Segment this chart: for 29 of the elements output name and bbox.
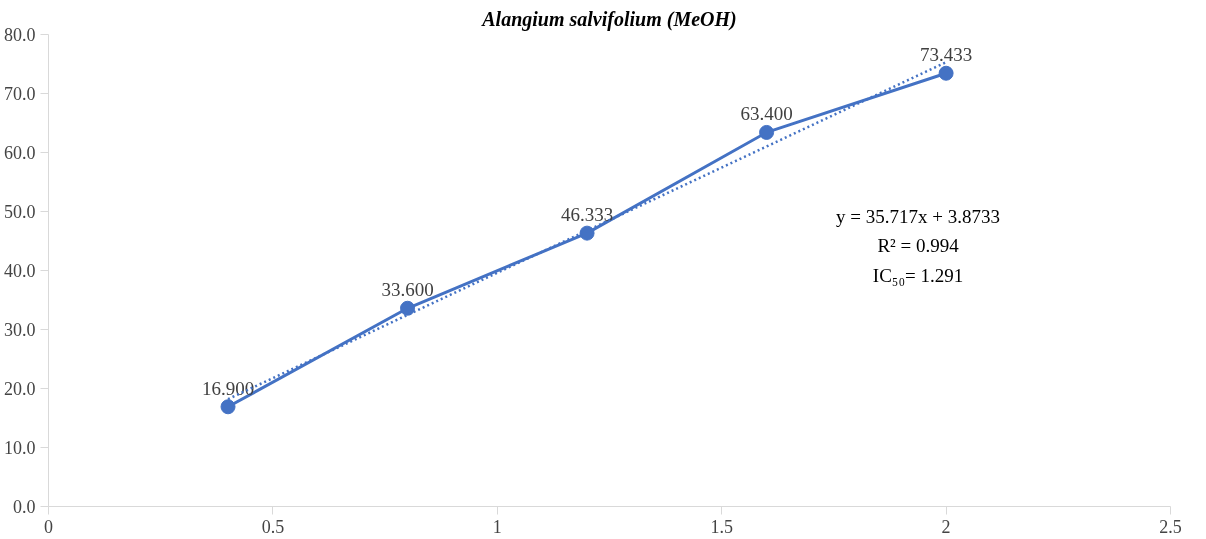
data-label: 63.400	[740, 103, 793, 125]
x-tick-label: 1	[492, 516, 502, 537]
x-tick-label: 0	[44, 516, 53, 537]
y-tick-label: 0.0	[13, 497, 36, 517]
x-tick-label: 2.5	[1159, 516, 1182, 537]
data-label: 33.600	[381, 279, 434, 301]
point	[938, 65, 954, 81]
y-tick-label: 30.0	[4, 320, 36, 340]
data-label: 46.333	[560, 204, 614, 226]
point	[759, 124, 775, 140]
point	[400, 300, 416, 316]
y-tick-label: 20.0	[4, 379, 36, 399]
annotation: IC₅₀= 1.291	[872, 264, 964, 286]
point	[220, 399, 236, 415]
x-tick-label: 0.5	[261, 516, 285, 537]
y-tick-label: 60.0	[4, 143, 36, 163]
y-tick-label: 70.0	[4, 84, 36, 104]
x-tick-label: 2	[941, 516, 951, 537]
annotation: y = 35.717x + 3.8733	[836, 205, 1001, 227]
annotation: R² = 0.994	[877, 235, 960, 257]
data-label: 16.900	[201, 377, 255, 399]
point	[579, 225, 595, 241]
y-tick-label: 40.0	[4, 261, 36, 281]
y-tick-label: 50.0	[4, 202, 36, 222]
y-tick-label: 10.0	[4, 438, 36, 458]
y-tick-label: 80.0	[4, 25, 36, 45]
data-label: 73.433	[919, 44, 973, 66]
chart-title: Alangium salvifolium (MeOH)	[480, 7, 737, 31]
x-tick-label: 1.5	[710, 516, 733, 537]
